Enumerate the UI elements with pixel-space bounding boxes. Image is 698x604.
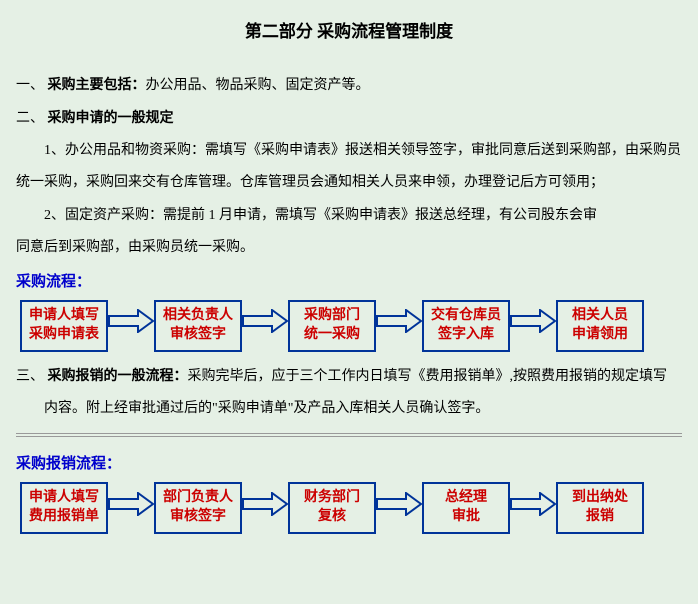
flow-box: 总经理审批 <box>422 482 510 534</box>
arrow-icon <box>242 309 288 333</box>
flowchart-2: 申请人填写费用报销单部门负责人审核签字财务部门复核总经理审批到出纳处报销 <box>16 482 682 534</box>
section-3-rest: 采购完毕后，应于三个工作内日填写《费用报销单》,按照费用报销的规定填写 <box>188 369 668 384</box>
flow-box: 申请人填写采购申请表 <box>20 300 108 352</box>
flow-box-line2: 费用报销单 <box>29 508 99 527</box>
flow-box-line2: 统一采购 <box>304 326 360 345</box>
divider-line-bottom <box>16 436 682 437</box>
flow-arrow <box>242 492 288 524</box>
flow2-label: 采购报销流程： <box>16 452 682 476</box>
flow-box-line1: 相关人员 <box>572 307 628 326</box>
flow-box: 相关人员申请领用 <box>556 300 644 352</box>
section-2-line: 二、 采购申请的一般规定 <box>16 108 682 130</box>
section-3-line: 三、 采购报销的一般流程：采购完毕后，应于三个工作内日填写《费用报销单》,按照费… <box>16 366 682 388</box>
flow-box: 部门负责人审核签字 <box>154 482 242 534</box>
divider <box>16 430 682 444</box>
flow-box-line1: 部门负责人 <box>163 489 233 508</box>
arrow-icon <box>108 309 154 333</box>
flow-box: 相关负责人审核签字 <box>154 300 242 352</box>
section-3-heading: 采购报销的一般流程： <box>48 369 188 384</box>
flow-box-line2: 复核 <box>318 508 346 527</box>
paragraph-l4: 统一采购，采购回来交有仓库管理。仓库管理员会通知相关人员来申领，办理登记后方可领… <box>16 172 682 194</box>
flow-box-line1: 申请人填写 <box>29 307 99 326</box>
flow-box-line2: 报销 <box>586 508 614 527</box>
flow-arrow <box>108 309 154 341</box>
section-1-rest: 办公用品、物品采购、固定资产等。 <box>146 78 370 93</box>
divider-line-top <box>16 433 682 434</box>
paragraph-l6: 同意后到采购部，由采购员统一采购。 <box>16 237 682 259</box>
flow-box-line1: 总经理 <box>445 489 487 508</box>
flow-box-line1: 相关负责人 <box>163 307 233 326</box>
paragraph-l8: 内容。附上经审批通过后的"采购申请单"及产品入库相关人员确认签字。 <box>16 398 682 420</box>
flow-box-line1: 财务部门 <box>304 489 360 508</box>
arrow-icon <box>510 309 556 333</box>
arrow-icon <box>242 492 288 516</box>
flow-box-line1: 到出纳处 <box>572 489 628 508</box>
flow-arrow <box>108 492 154 524</box>
flow-box: 财务部门复核 <box>288 482 376 534</box>
flow-box: 采购部门统一采购 <box>288 300 376 352</box>
section-1-line: 一、 采购主要包括：办公用品、物品采购、固定资产等。 <box>16 75 682 97</box>
flow-box: 交有仓库员签字入库 <box>422 300 510 352</box>
arrow-icon <box>376 492 422 516</box>
flow-arrow <box>376 492 422 524</box>
flow-box-line1: 申请人填写 <box>29 489 99 508</box>
flow-box: 到出纳处报销 <box>556 482 644 534</box>
flow-arrow <box>510 309 556 341</box>
flow-box: 申请人填写费用报销单 <box>20 482 108 534</box>
section-2-prefix: 二、 <box>16 111 48 126</box>
flow-arrow <box>510 492 556 524</box>
arrow-icon <box>108 492 154 516</box>
flow-box-line1: 交有仓库员 <box>431 307 501 326</box>
flow-box-line2: 审批 <box>452 508 480 527</box>
flow-box-line2: 申请领用 <box>572 326 628 345</box>
arrow-icon <box>510 492 556 516</box>
flow-box-line2: 签字入库 <box>438 326 494 345</box>
flowchart-1: 申请人填写采购申请表相关负责人审核签字采购部门统一采购交有仓库员签字入库相关人员… <box>16 300 682 352</box>
section-2-heading: 采购申请的一般规定 <box>48 111 174 126</box>
paragraph-l5: 2、固定资产采购：需提前 1 月申请，需填写《采购申请表》报送总经理，有公司股东… <box>16 205 682 227</box>
flow-box-line1: 采购部门 <box>304 307 360 326</box>
paragraph-l3: 1、办公用品和物资采购：需填写《采购申请表》报送相关领导签字，审批同意后送到采购… <box>16 140 682 162</box>
section-1-prefix: 一、 <box>16 78 48 93</box>
section-1-heading: 采购主要包括： <box>48 78 146 93</box>
flow-box-line2: 审核签字 <box>170 326 226 345</box>
flow-arrow <box>242 309 288 341</box>
page-title: 第二部分 采购流程管理制度 <box>16 18 682 45</box>
flow-arrow <box>376 309 422 341</box>
flow-box-line2: 审核签字 <box>170 508 226 527</box>
arrow-icon <box>376 309 422 333</box>
section-3-prefix: 三、 <box>16 369 48 384</box>
flow1-label: 采购流程： <box>16 270 682 294</box>
flow-box-line2: 采购申请表 <box>29 326 99 345</box>
